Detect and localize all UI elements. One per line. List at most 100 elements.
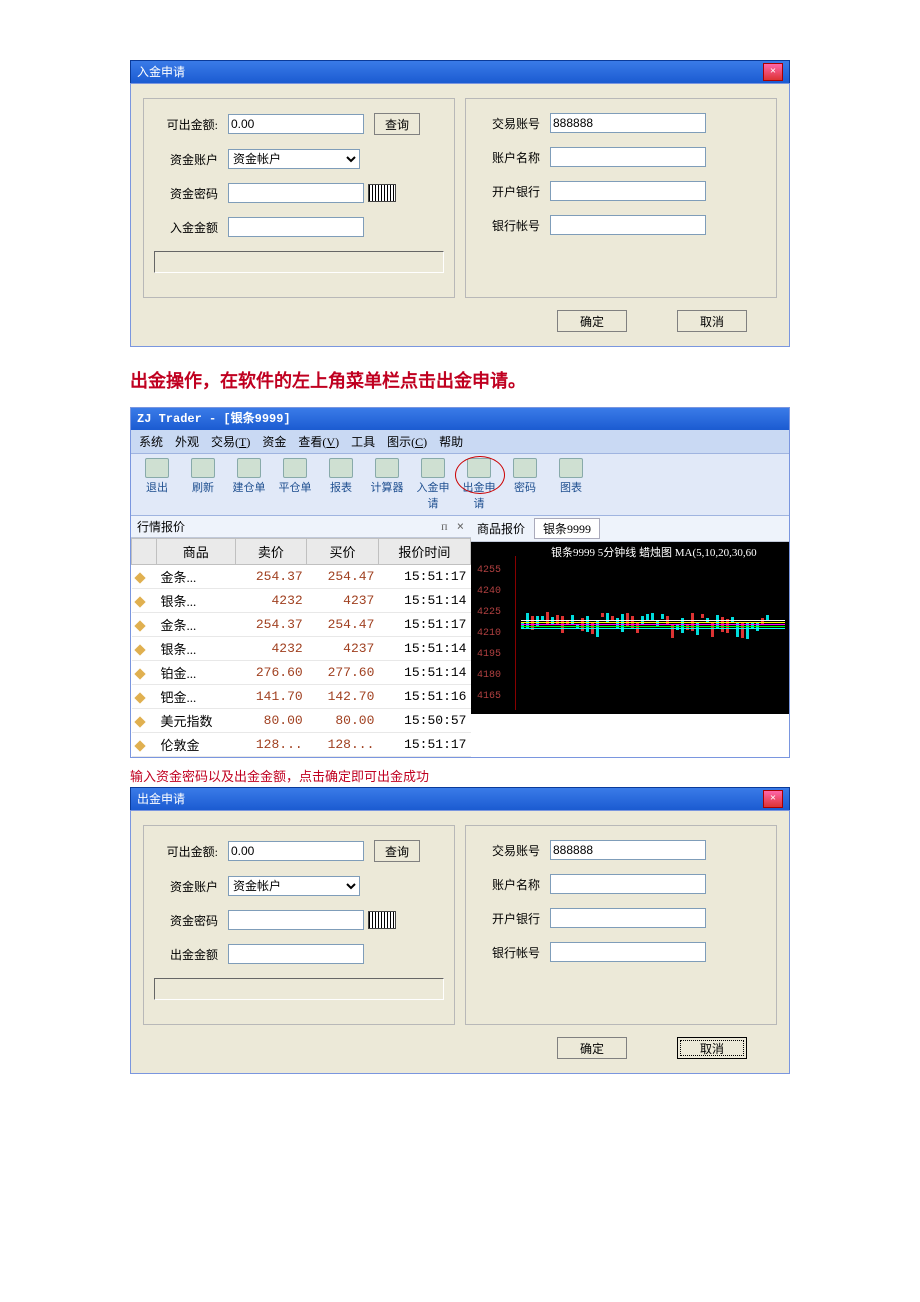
tool-icon <box>237 458 261 478</box>
deposit-amount-label: 入金金额 <box>154 219 228 236</box>
account-name-input[interactable] <box>550 147 706 167</box>
close-icon[interactable]: × <box>763 790 783 808</box>
instruction-1: 出金操作，在软件的左上角菜单栏点击出金申请。 <box>130 367 790 393</box>
table-row[interactable]: 银条...4232423715:51:14 <box>132 589 471 613</box>
cell-name: 金条... <box>157 613 236 637</box>
menu-item[interactable]: 帮助 <box>439 435 463 449</box>
available-amount-input[interactable] <box>228 841 364 861</box>
cell-buy: 254.47 <box>307 565 379 589</box>
menu-item[interactable]: 资金 <box>262 435 286 449</box>
deposit-left-panel: 可出金额: 查询 资金账户 资金帐户 资金密码 <box>143 98 455 298</box>
fund-password-label: 资金密码 <box>154 185 228 202</box>
cell-time: 15:51:17 <box>378 565 470 589</box>
keyboard-icon[interactable] <box>368 184 396 202</box>
deposit-titlebar[interactable]: 入金申请 × <box>130 60 790 83</box>
toolbar-button[interactable]: 建仓单 <box>229 458 269 511</box>
toolbar-button[interactable]: 图表 <box>551 458 591 511</box>
deposit-amount-input[interactable] <box>228 217 364 237</box>
bank-input[interactable] <box>550 181 706 201</box>
keyboard-icon[interactable] <box>368 911 396 929</box>
cell-buy: 4237 <box>307 589 379 613</box>
bank-account-input[interactable] <box>550 215 706 235</box>
table-row[interactable]: 伦敦金128...128...15:51:17 <box>132 733 471 757</box>
toolbar[interactable]: 退出刷新建仓单平仓单报表计算器入金申请出金申请密码图表 <box>131 454 789 516</box>
bank-account-input[interactable] <box>550 942 706 962</box>
available-amount-input[interactable] <box>228 114 364 134</box>
diamond-icon <box>134 644 145 655</box>
account-name-label: 账户名称 <box>476 876 550 893</box>
toolbar-button[interactable]: 平仓单 <box>275 458 315 511</box>
fund-account-select[interactable]: 资金帐户 <box>228 876 360 896</box>
menu-item[interactable]: 图示(C) <box>387 435 427 449</box>
withdraw-titlebar[interactable]: 出金申请 × <box>130 787 790 810</box>
query-button[interactable]: 查询 <box>374 113 420 135</box>
diamond-icon <box>134 596 145 607</box>
candlestick-chart[interactable]: 银条9999 5分钟线 蜡烛图 MA(5,10,20,30,60 4255424… <box>471 542 789 714</box>
trade-account-input[interactable] <box>550 840 706 860</box>
column-header[interactable]: 报价时间 <box>378 539 470 565</box>
chart-tab-active[interactable]: 银条9999 <box>534 518 600 539</box>
quote-pane: 行情报价 ᴨ × 商品卖价买价报价时间 金条...254.37254.4715:… <box>131 516 471 757</box>
fund-password-label: 资金密码 <box>154 912 228 929</box>
table-row[interactable]: 铂金...276.60277.6015:51:14 <box>132 661 471 685</box>
table-row[interactable]: 美元指数80.0080.0015:50:57 <box>132 709 471 733</box>
account-name-input[interactable] <box>550 874 706 894</box>
trader-window: ZJ Trader - [银条9999] 系统外观交易(T)资金查看(V)工具图… <box>130 407 790 758</box>
query-button[interactable]: 查询 <box>374 840 420 862</box>
cell-time: 15:51:17 <box>378 733 470 757</box>
column-header[interactable]: 卖价 <box>235 539 307 565</box>
cell-buy: 4237 <box>307 637 379 661</box>
menubar[interactable]: 系统外观交易(T) 资金查看(V) 工具图示(C) 帮助 <box>131 430 789 454</box>
chart-axis-line <box>515 556 516 710</box>
column-header[interactable]: 买价 <box>307 539 379 565</box>
menu-item[interactable]: 交易(T) <box>211 435 250 449</box>
pin-icon[interactable]: ᴨ × <box>441 519 465 534</box>
fund-password-input[interactable] <box>228 183 364 203</box>
toolbar-button[interactable]: 刷新 <box>183 458 223 511</box>
ok-button[interactable]: 确定 <box>557 310 627 332</box>
menu-item[interactable]: 工具 <box>351 435 375 449</box>
table-row[interactable]: 金条...254.37254.4715:51:17 <box>132 565 471 589</box>
cell-time: 15:51:16 <box>378 685 470 709</box>
toolbar-button[interactable]: 入金申请 <box>413 458 453 511</box>
quote-header-label: 行情报价 <box>137 518 185 535</box>
chart-tab-label: 商品报价 <box>477 522 525 536</box>
tool-icon <box>421 458 445 478</box>
diamond-icon <box>134 668 145 679</box>
toolbar-button[interactable]: 计算器 <box>367 458 407 511</box>
toolbar-button[interactable]: 密码 <box>505 458 545 511</box>
toolbar-button[interactable]: 出金申请 <box>459 458 499 511</box>
cell-time: 15:51:14 <box>378 589 470 613</box>
menu-item[interactable]: 外观 <box>175 435 199 449</box>
toolbar-button[interactable]: 退出 <box>137 458 177 511</box>
table-row[interactable]: 钯金...141.70142.7015:51:16 <box>132 685 471 709</box>
cell-buy: 142.70 <box>307 685 379 709</box>
trader-titlebar[interactable]: ZJ Trader - [银条9999] <box>131 408 789 430</box>
ma-line <box>521 622 785 623</box>
menu-item[interactable]: 查看(V) <box>298 435 339 449</box>
instruction-2: 输入资金密码以及出金金额，点击确定即可出金成功 <box>130 766 790 785</box>
fund-password-input[interactable] <box>228 910 364 930</box>
column-header[interactable]: 商品 <box>157 539 236 565</box>
diamond-icon <box>134 692 145 703</box>
cell-name: 银条... <box>157 637 236 661</box>
withdraw-right-panel: 交易账号 账户名称 开户银行 银行帐号 <box>465 825 777 1025</box>
ok-button[interactable]: 确定 <box>557 1037 627 1059</box>
toolbar-button[interactable]: 报表 <box>321 458 361 511</box>
fund-account-select[interactable]: 资金帐户 <box>228 149 360 169</box>
cancel-button[interactable]: 取消 <box>677 310 747 332</box>
quotes-table: 商品卖价买价报价时间 金条...254.37254.4715:51:17银条..… <box>131 538 471 757</box>
cancel-button[interactable]: 取消 <box>677 1037 747 1059</box>
menu-item[interactable]: 系统 <box>139 435 163 449</box>
bank-input[interactable] <box>550 908 706 928</box>
tool-icon <box>145 458 169 478</box>
cell-sell: 80.00 <box>235 709 307 733</box>
table-row[interactable]: 银条...4232423715:51:14 <box>132 637 471 661</box>
withdraw-amount-input[interactable] <box>228 944 364 964</box>
cell-name: 金条... <box>157 565 236 589</box>
close-icon[interactable]: × <box>763 63 783 81</box>
deposit-right-panel: 交易账号 账户名称 开户银行 银行帐号 <box>465 98 777 298</box>
trade-account-input[interactable] <box>550 113 706 133</box>
table-row[interactable]: 金条...254.37254.4715:51:17 <box>132 613 471 637</box>
cell-name: 美元指数 <box>157 709 236 733</box>
